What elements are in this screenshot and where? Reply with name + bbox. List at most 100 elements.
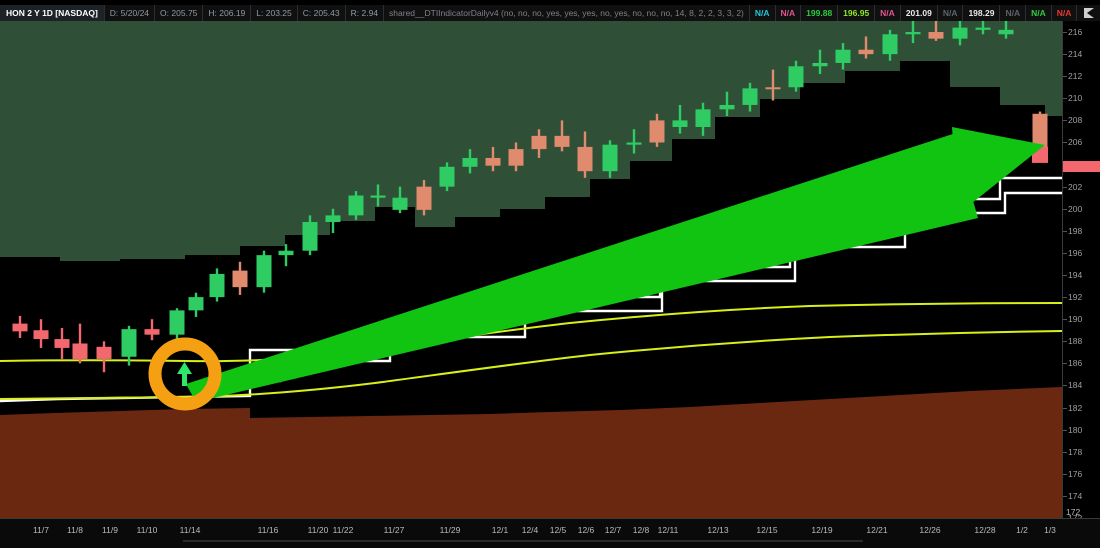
chart-header-bar: HON 2 Y 1D [NASDAQ] D: 5/20/24 O: 205.75… — [0, 5, 1100, 21]
date-tick: 11/9 — [102, 525, 118, 535]
price-tick-mark — [1063, 385, 1067, 387]
candle-body — [209, 273, 225, 298]
date-tick: 12/6 — [577, 525, 595, 535]
price-tick-mark — [1063, 32, 1067, 34]
price-tick: 174 — [1068, 490, 1083, 501]
price-tick-mark — [1063, 120, 1067, 122]
candle-body — [256, 255, 272, 288]
last-price-tag — [1063, 161, 1100, 172]
price-tick: 196 — [1068, 247, 1083, 258]
date-tick: 12/13 — [707, 525, 729, 535]
price-plot-area[interactable] — [0, 21, 1062, 518]
date-tick: 11/8 — [67, 525, 83, 535]
candle-body — [858, 49, 874, 55]
price-tick: 214 — [1068, 49, 1083, 60]
time-axis-scroll-handle[interactable] — [183, 540, 863, 542]
price-tick: 206 — [1068, 137, 1083, 148]
candle-body — [719, 104, 735, 110]
study-value-7: 198.29 — [963, 5, 1001, 21]
candle-body — [649, 120, 665, 143]
candle-body — [835, 49, 851, 63]
price-tick-mark — [1063, 429, 1067, 431]
candle-body — [485, 157, 501, 166]
candle-wick — [934, 21, 938, 41]
date-tick: 11/14 — [179, 525, 201, 535]
price-tick-mark — [1063, 495, 1067, 497]
candle-body — [765, 87, 781, 90]
price-tick: 210 — [1068, 93, 1083, 104]
candle-body — [232, 270, 248, 288]
ohlc-low: L: 203.25 — [251, 5, 298, 21]
candle-body — [348, 195, 364, 216]
price-tick-mark — [1063, 297, 1067, 299]
green-up-arrow-annotation — [186, 127, 1045, 402]
candle-body — [462, 157, 478, 167]
candle-wick — [632, 129, 636, 154]
candle-body — [392, 197, 408, 210]
candle-body — [144, 329, 160, 335]
price-tick: 178 — [1068, 446, 1083, 457]
date-tick: 11/29 — [439, 525, 461, 535]
candle-body — [812, 62, 828, 67]
date-tick: 12/15 — [756, 525, 778, 535]
study-value-0: N/A — [750, 5, 776, 21]
expand-icon[interactable] — [1083, 7, 1095, 19]
candle-wick — [678, 104, 682, 134]
ohlc-high: H: 206.19 — [203, 5, 252, 21]
candle-body — [531, 135, 547, 150]
candle-body — [370, 195, 386, 198]
candle-body — [33, 330, 49, 340]
candle-body — [1032, 113, 1048, 150]
date-tick: 11/20 — [307, 525, 329, 535]
candle-body — [672, 120, 688, 128]
candle-body — [882, 34, 898, 55]
study-value-10: N/A — [1052, 5, 1078, 21]
study-value-5: 201.09 — [901, 5, 938, 21]
price-tick: 194 — [1068, 270, 1083, 281]
candle-body — [952, 27, 968, 39]
date-tick: 12/8 — [632, 525, 650, 535]
price-tick: 176 — [1068, 468, 1083, 479]
price-tick-mark — [1063, 186, 1067, 188]
symbol-label[interactable]: HON 2 Y 1D [NASDAQ] — [0, 5, 105, 21]
candle-wick — [818, 49, 822, 75]
ohlc-close: C: 205.43 — [298, 5, 346, 21]
date-tick: 12/21 — [866, 525, 888, 535]
candle-wick — [864, 36, 868, 59]
candle-body — [121, 329, 137, 357]
price-tick: 212 — [1068, 71, 1083, 82]
price-tick-mark — [1063, 98, 1067, 100]
candle-body — [278, 250, 294, 256]
date-tick: 12/26 — [919, 525, 941, 535]
date-tick: 12/7 — [604, 525, 622, 535]
study-value-3: 196.95 — [838, 5, 876, 21]
candle-body — [742, 88, 758, 105]
candle-body — [626, 142, 642, 145]
candle-body — [554, 135, 570, 147]
study-value-1: N/A — [776, 5, 802, 21]
candle-body — [928, 32, 944, 39]
candle-body — [54, 339, 70, 348]
candle-body — [169, 310, 185, 335]
date-tick: 11/10 — [136, 525, 158, 535]
study-name-label[interactable]: shared__DTIIndicatorDailyv4 (no, no, no,… — [384, 5, 750, 21]
price-tick: 180 — [1068, 424, 1083, 435]
time-axis[interactable]: 11/7 11/8 11/9 11/10 11/14 11/16 11/20 11/22 11/… — [0, 507, 1100, 548]
candle-body — [12, 323, 28, 332]
price-tick-mark — [1063, 341, 1067, 343]
price-tick: 186 — [1068, 358, 1083, 369]
price-axis[interactable]: 2162142122102082062042022001981961941921… — [1062, 8, 1100, 523]
price-tick: 198 — [1068, 225, 1083, 236]
candle-body — [975, 27, 991, 30]
study-value-2: 199.88 — [801, 5, 839, 21]
date-tick: 12/4 — [521, 525, 539, 535]
candle-body — [998, 29, 1014, 35]
candle-body — [325, 215, 341, 223]
candle-body — [416, 186, 432, 210]
price-tick-mark — [1063, 451, 1067, 453]
date-tick: 11/7 — [33, 525, 49, 535]
study-value-9: N/A — [1026, 5, 1052, 21]
date-tick: 11/16 — [257, 525, 279, 535]
price-tick: 184 — [1068, 380, 1083, 391]
price-tick: 202 — [1068, 181, 1083, 192]
